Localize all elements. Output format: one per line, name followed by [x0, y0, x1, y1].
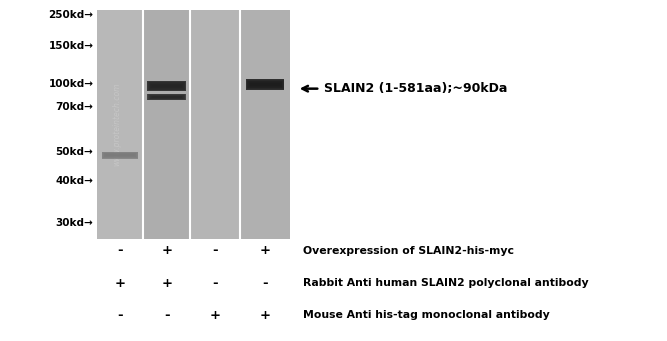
Bar [245, 79, 284, 90]
Bar [152, 97, 181, 98]
Text: 40kd→: 40kd→ [55, 176, 93, 186]
Bar [147, 94, 186, 100]
Text: +: + [259, 244, 271, 257]
Bar [153, 85, 181, 87]
Bar [249, 83, 281, 87]
Bar [97, 10, 290, 239]
Text: +: + [259, 309, 271, 322]
Bar [248, 81, 282, 88]
Bar [103, 152, 137, 158]
Text: 50kd→: 50kd→ [55, 147, 93, 157]
Text: -: - [117, 244, 123, 257]
Text: Overexpression of SLAIN2-his-myc: Overexpression of SLAIN2-his-myc [303, 246, 514, 256]
Bar [149, 95, 185, 100]
Text: www.proteintech.com: www.proteintech.com [112, 83, 121, 166]
Text: 100kd→: 100kd→ [49, 78, 93, 89]
Text: 250kd→: 250kd→ [49, 10, 93, 20]
Bar [247, 80, 283, 89]
Bar [152, 85, 181, 87]
Bar [103, 152, 137, 158]
Bar [148, 82, 185, 90]
Text: +: + [161, 244, 172, 257]
Text: 150kd→: 150kd→ [49, 41, 93, 51]
Bar [149, 95, 184, 99]
Bar [143, 10, 190, 239]
Bar [101, 152, 139, 159]
Bar [150, 95, 183, 99]
Bar [247, 81, 283, 88]
Bar [245, 79, 284, 90]
Bar [190, 10, 240, 239]
Bar [151, 84, 183, 88]
Text: +: + [209, 309, 221, 322]
Text: -: - [262, 277, 268, 290]
Text: -: - [117, 309, 123, 322]
Bar [105, 153, 135, 157]
Bar [105, 154, 135, 157]
Bar [148, 94, 185, 100]
Bar [249, 82, 281, 87]
Bar [151, 96, 183, 98]
Text: -: - [164, 309, 169, 322]
Bar [104, 153, 136, 157]
Bar [153, 97, 181, 98]
Bar [149, 83, 184, 89]
Text: SLAIN2 (1-581aa);~90kDa: SLAIN2 (1-581aa);~90kDa [324, 82, 508, 95]
Text: 30kd→: 30kd→ [55, 218, 93, 228]
Text: -: - [212, 277, 218, 290]
Text: 70kd→: 70kd→ [55, 102, 93, 113]
Text: +: + [115, 277, 125, 290]
Bar [106, 154, 134, 156]
Text: Mouse Anti his-tag monoclonal antibody: Mouse Anti his-tag monoclonal antibody [303, 310, 550, 321]
Text: -: - [212, 244, 218, 257]
Bar [147, 94, 186, 100]
Bar [250, 83, 280, 86]
Text: +: + [161, 277, 172, 290]
Bar [147, 81, 186, 91]
Bar [97, 10, 143, 239]
Bar [101, 152, 139, 159]
Bar [240, 10, 290, 239]
Text: Rabbit Anti human SLAIN2 polyclonal antibody: Rabbit Anti human SLAIN2 polyclonal anti… [303, 278, 589, 288]
Bar [149, 82, 185, 89]
Bar [147, 81, 186, 91]
Bar [251, 84, 279, 85]
Bar [150, 84, 183, 88]
